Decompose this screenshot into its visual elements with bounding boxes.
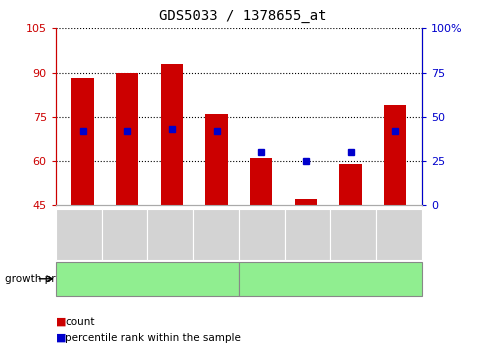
Text: GSM780670: GSM780670 (348, 209, 357, 260)
Bar (250, 158, 272, 205)
Text: GSM780671: GSM780671 (394, 209, 403, 260)
Text: ■: ■ (56, 333, 66, 343)
Bar (383, 105, 406, 205)
Bar (71, 79, 93, 205)
Text: growth protocol: growth protocol (5, 274, 87, 284)
Bar (160, 64, 182, 205)
Text: count: count (65, 317, 95, 327)
Bar (294, 199, 317, 205)
Text: GDS5033 / 1378655_at: GDS5033 / 1378655_at (158, 9, 326, 23)
Text: GSM780666: GSM780666 (166, 209, 174, 260)
Text: ■: ■ (56, 317, 66, 327)
Text: GSM780669: GSM780669 (302, 209, 311, 260)
Text: GSM780667: GSM780667 (211, 209, 220, 260)
Text: pair-fed control diet (16 days): pair-fed control diet (16 days) (79, 274, 214, 283)
Bar (205, 114, 227, 205)
Bar (116, 73, 138, 205)
Text: GSM780664: GSM780664 (74, 209, 83, 260)
Text: GSM780668: GSM780668 (257, 209, 266, 260)
Text: percentile rank within the sample: percentile rank within the sample (65, 333, 241, 343)
Text: zinc-deficient diet (10 days) followed by
control diet (6 days): zinc-deficient diet (10 days) followed b… (253, 269, 407, 289)
Bar (339, 164, 361, 205)
Text: GSM780665: GSM780665 (120, 209, 129, 260)
